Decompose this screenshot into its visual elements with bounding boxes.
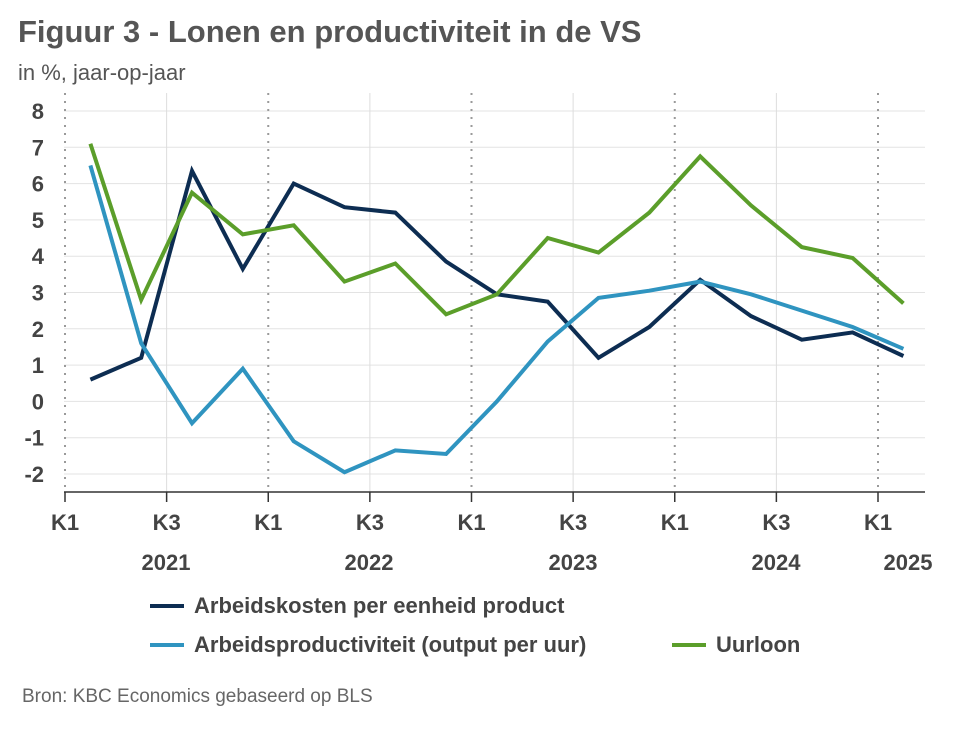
- y-axis: 8 7 6 5 4 3 2 1 0 -1 -2: [24, 99, 44, 487]
- series-line-2: [88, 164, 905, 475]
- x-year-label: 2023: [549, 550, 598, 575]
- year-separators: [64, 93, 879, 492]
- x-tick-label: K1: [254, 510, 282, 535]
- y-tick-label: 7: [32, 135, 44, 160]
- chart-subtitle: in %, jaar-op-jaar: [18, 60, 186, 85]
- x-tick-label: K1: [51, 510, 79, 535]
- y-tick-label: 5: [32, 208, 44, 233]
- legend-item-arbeidskosten: Arbeidskosten per eenheid product: [150, 593, 564, 619]
- y-tick-label: 1: [32, 353, 44, 378]
- y-tick-label: 2: [32, 317, 44, 342]
- chart-title: Figuur 3 - Lonen en productiviteit in de…: [18, 14, 642, 49]
- y-tick-label: 3: [32, 281, 44, 306]
- legend-swatch: [150, 604, 184, 608]
- y-tick-label: 8: [32, 99, 44, 124]
- series-line-1: [89, 165, 905, 382]
- source-note: Bron: KBC Economics gebaseerd op BLS: [22, 686, 373, 707]
- legend-label: Arbeidskosten per eenheid product: [194, 593, 565, 618]
- x-year-label: 2022: [345, 550, 394, 575]
- legend-label: Arbeidsproductiviteit (output per uur): [194, 632, 587, 657]
- legend-item-arbeidsproductiviteit: Arbeidsproductiviteit (output per uur): [150, 632, 586, 658]
- y-tick-label: -2: [24, 462, 44, 487]
- y-tick-label: 0: [32, 389, 44, 414]
- x-tick-label: K3: [153, 510, 181, 535]
- legend-swatch: [672, 643, 706, 647]
- x-tick-label: K1: [457, 510, 485, 535]
- x-tick-label: K3: [356, 510, 384, 535]
- y-tick-label: -1: [24, 426, 44, 451]
- series-line-3: [88, 143, 905, 317]
- legend-item-uurloon: Uurloon: [672, 632, 800, 658]
- y-tick-label: 6: [32, 172, 44, 197]
- x-year-label: 2021: [142, 550, 191, 575]
- x-tick-label: K3: [762, 510, 790, 535]
- x-tick-label: K1: [864, 510, 892, 535]
- legend-swatch: [150, 643, 184, 647]
- x-year-label: 2025: [884, 550, 933, 575]
- y-tick-label: 4: [32, 244, 45, 269]
- x-tick-label: K1: [661, 510, 689, 535]
- x-tick-label: K3: [559, 510, 587, 535]
- x-axis: K1 K3 K1 K3 K1 K3 K1 K3 K1 2021 2022 2023 2024 2025: [51, 492, 933, 575]
- legend-label: Uurloon: [716, 632, 801, 657]
- series-lines: [88, 143, 905, 475]
- x-year-label: 2024: [752, 550, 802, 575]
